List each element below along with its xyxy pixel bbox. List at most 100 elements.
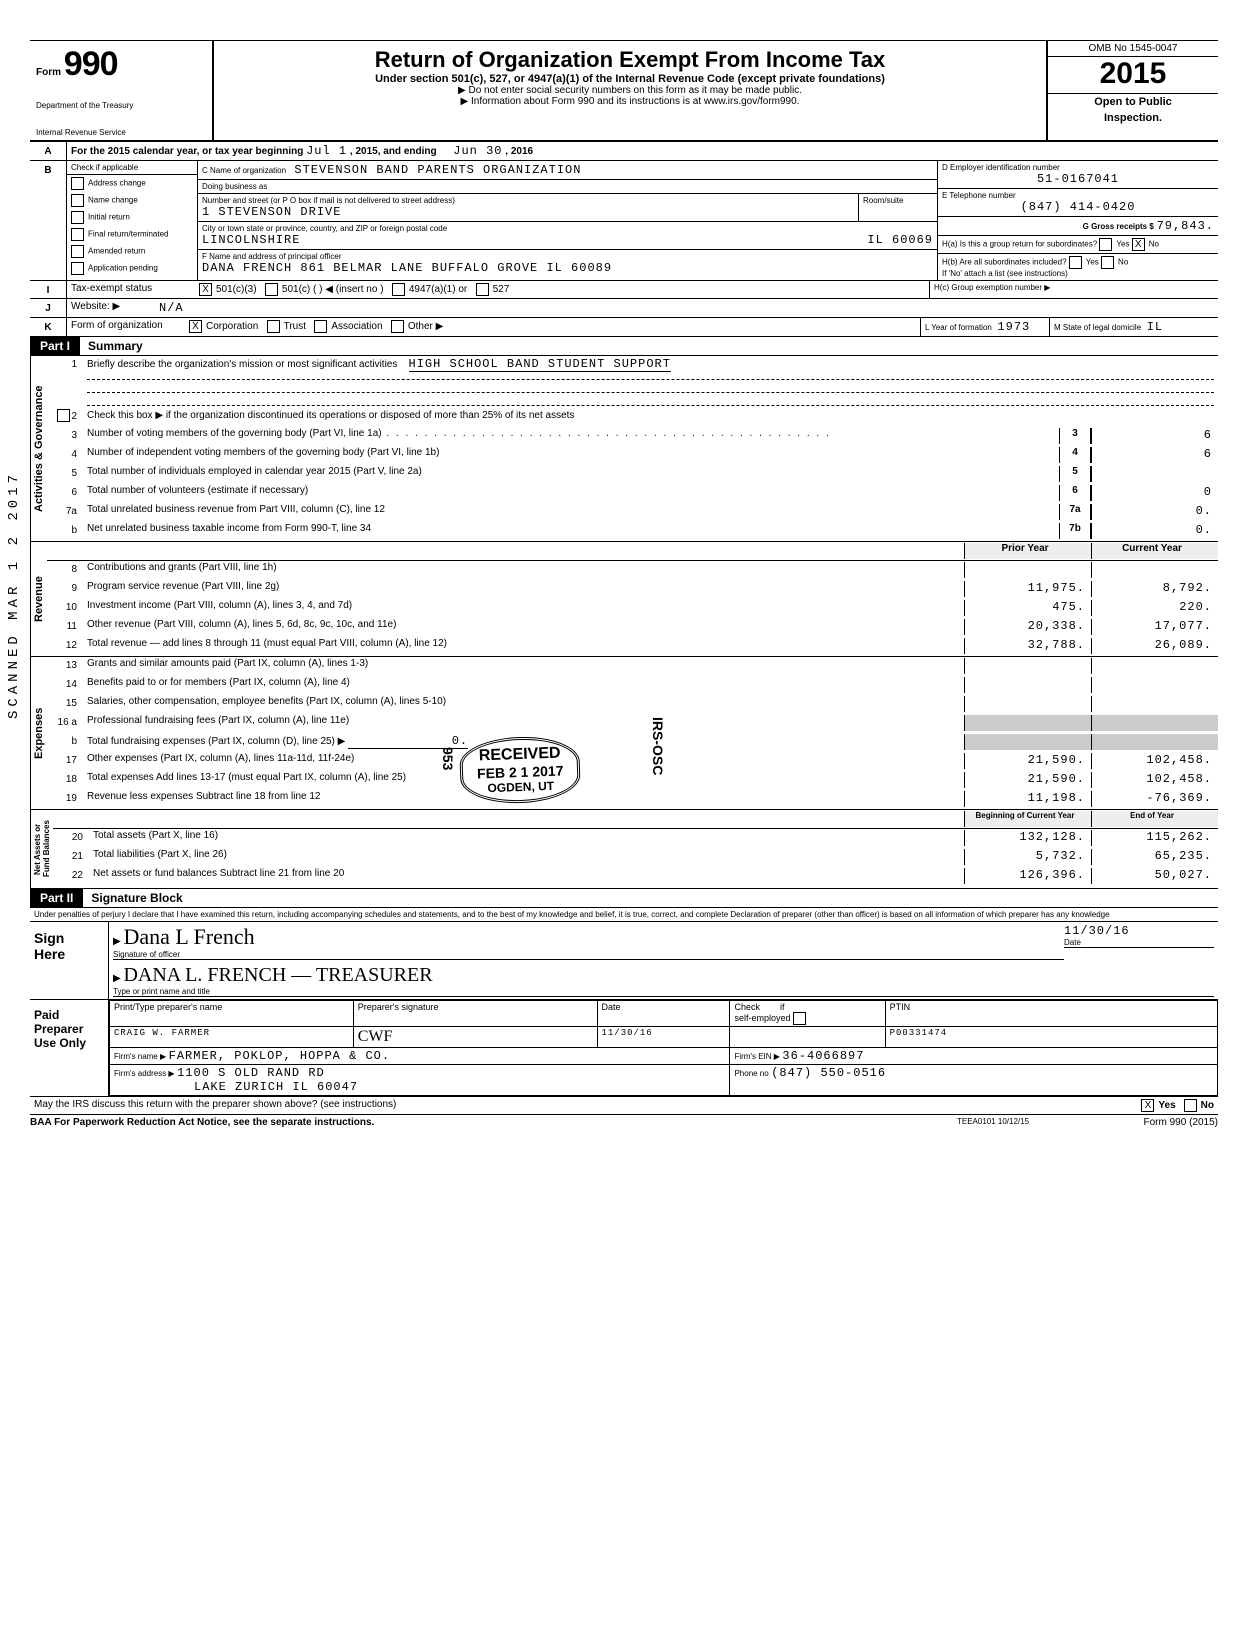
hb-no-label: No <box>1118 257 1128 266</box>
line-a-text3: , 2016 <box>505 146 533 157</box>
discuss-no[interactable]: No <box>1180 1097 1218 1114</box>
chk-501c3[interactable]: X <box>199 283 212 296</box>
ha-no[interactable]: X <box>1132 238 1145 251</box>
check-pending[interactable]: Application pending <box>67 260 197 277</box>
col-beg: Beginning of Current Year <box>964 811 1091 827</box>
p19: 11,198. <box>964 791 1091 807</box>
na-lines: Beginning of Current Year End of Year 20… <box>53 810 1218 888</box>
chk-4947[interactable] <box>392 283 405 296</box>
line-17: 17Other expenses (Part IX, column (A), l… <box>47 752 1218 771</box>
org-name: STEVENSON BAND PARENTS ORGANIZATION <box>294 163 581 177</box>
line-10: 10Investment income (Part VIII, column (… <box>47 599 1218 618</box>
hb-no[interactable] <box>1101 256 1114 269</box>
p20: 132,128. <box>964 830 1091 846</box>
c16a <box>1091 715 1218 731</box>
open-public-2: Inspection. <box>1048 110 1218 126</box>
p15 <box>964 696 1091 712</box>
firm-phone: (847) 550-0516 <box>771 1066 886 1080</box>
dept-treasury: Department of the Treasury <box>36 102 206 111</box>
n18: 18 <box>47 772 83 788</box>
h-sig: Preparer's signature <box>353 1000 597 1026</box>
line-3: 3 Number of voting members of the govern… <box>47 427 1218 446</box>
form-subtitle: Under section 501(c), 527, or 4947(a)(1)… <box>224 73 1036 85</box>
chk-527[interactable] <box>476 283 489 296</box>
chk-self-employed[interactable] <box>793 1012 806 1025</box>
line-i-text: Tax-exempt status <box>67 281 195 298</box>
ha-yes[interactable] <box>1099 238 1112 251</box>
tax-year-end: Jun 30 <box>453 144 502 158</box>
h-self-text: Check if self-employed <box>734 1002 790 1023</box>
sig-label: Signature of officer <box>113 950 1064 960</box>
line-22: 22Net assets or fund balances Subtract l… <box>53 867 1218 886</box>
h-self: Check if self-employed <box>730 1000 885 1026</box>
firm-addr1: 1100 S OLD RAND RD <box>177 1066 325 1080</box>
ein: 51-0167041 <box>942 172 1214 186</box>
form-990-page: SCANNED MAR 1 2 2017 Form 990 Department… <box>30 40 1218 1130</box>
gov-lines: 1 Briefly describe the organization's mi… <box>47 356 1218 541</box>
p12: 32,788. <box>964 638 1091 654</box>
chk-trust[interactable] <box>267 320 280 333</box>
baa: BAA For Paperwork Reduction Act Notice, … <box>30 1117 374 1128</box>
firm-addr2: LAKE ZURICH IL 60047 <box>194 1080 358 1094</box>
firm-ein: 36-4066897 <box>782 1049 864 1063</box>
line-j: J Website: ▶ N/A <box>30 299 1218 318</box>
line-a: A For the 2015 calendar year, or tax yea… <box>30 142 1218 161</box>
hb-yes[interactable] <box>1069 256 1082 269</box>
check-address[interactable]: Address change <box>67 175 197 192</box>
n15: 15 <box>47 696 83 712</box>
prep-ptin: P00331474 <box>885 1026 1217 1047</box>
discuss-yes[interactable]: XYes <box>1137 1097 1179 1114</box>
chk-discontinued[interactable] <box>57 409 70 422</box>
v4: 6 <box>1091 447 1218 463</box>
c21: 65,235. <box>1091 849 1218 865</box>
n4: 4 <box>47 447 83 463</box>
p18: 21,590. <box>964 772 1091 788</box>
d9: Program service revenue (Part VIII, line… <box>83 581 964 597</box>
chk-assoc[interactable] <box>314 320 327 333</box>
opt-trust: Trust <box>284 321 306 332</box>
chk-501c[interactable] <box>265 283 278 296</box>
chk-other[interactable] <box>391 320 404 333</box>
b6: 6 <box>1059 485 1091 501</box>
city: LINCOLNSHIRE <box>202 233 300 247</box>
e-label: E Telephone number <box>942 191 1214 200</box>
chk-corp[interactable]: X <box>189 320 202 333</box>
n12: 12 <box>47 638 83 654</box>
b7b: 7b <box>1059 523 1091 539</box>
rev-section: Revenue Prior Year Current Year 8Contrib… <box>30 542 1218 657</box>
line-i-opts: X501(c)(3) 501(c) ( ) ◀ (insert no ) 494… <box>195 281 929 298</box>
na-section: Net Assets or Fund Balances Beginning of… <box>30 810 1218 889</box>
check-name[interactable]: Name change <box>67 192 197 209</box>
officer-signature: Dana L French <box>123 924 254 949</box>
check-amended[interactable]: Amended return <box>67 243 197 260</box>
d1: Briefly describe the organization's miss… <box>83 357 1218 406</box>
line-k-text: Form of organization <box>67 318 185 336</box>
firm-addr-label: Firm's address ▶ <box>114 1069 175 1078</box>
officer: DANA FRENCH 861 BELMAR LANE BUFFALO GROV… <box>202 261 933 275</box>
check-final[interactable]: Final return/terminated <box>67 226 197 243</box>
firm-phone-label: Phone no <box>734 1069 768 1078</box>
exp-tab: Expenses <box>30 657 47 809</box>
c14 <box>1091 677 1218 693</box>
c-label: C Name of organization <box>202 166 286 175</box>
d11: Other revenue (Part VIII, column (A), li… <box>83 619 964 635</box>
rev-tab: Revenue <box>30 542 47 656</box>
p11: 20,338. <box>964 619 1091 635</box>
header-right: OMB No 1545-0047 2015 Open to Public Ins… <box>1046 41 1218 140</box>
exp-section: Expenses 13Grants and similar amounts pa… <box>30 657 1218 810</box>
line-7a: 7a Total unrelated business revenue from… <box>47 503 1218 522</box>
h-date: Date <box>597 1000 730 1026</box>
p13 <box>964 658 1091 674</box>
check-initial[interactable]: Initial return <box>67 209 197 226</box>
firm-ein-label: Firm's EIN ▶ <box>734 1052 779 1061</box>
right-info-col: D Employer identification number 51-0167… <box>937 161 1218 280</box>
line-a-text2: , 2015, and ending <box>350 146 437 157</box>
d21: Total liabilities (Part X, line 26) <box>89 849 964 865</box>
c11: 17,077. <box>1091 619 1218 635</box>
form-header: Form 990 Department of the Treasury Inte… <box>30 41 1218 142</box>
h-a: H(a) Is this a group return for subordin… <box>938 236 1218 254</box>
d13: Grants and similar amounts paid (Part IX… <box>83 658 964 674</box>
c8 <box>1091 562 1218 578</box>
c20: 115,262. <box>1091 830 1218 846</box>
n11: 11 <box>47 619 83 635</box>
